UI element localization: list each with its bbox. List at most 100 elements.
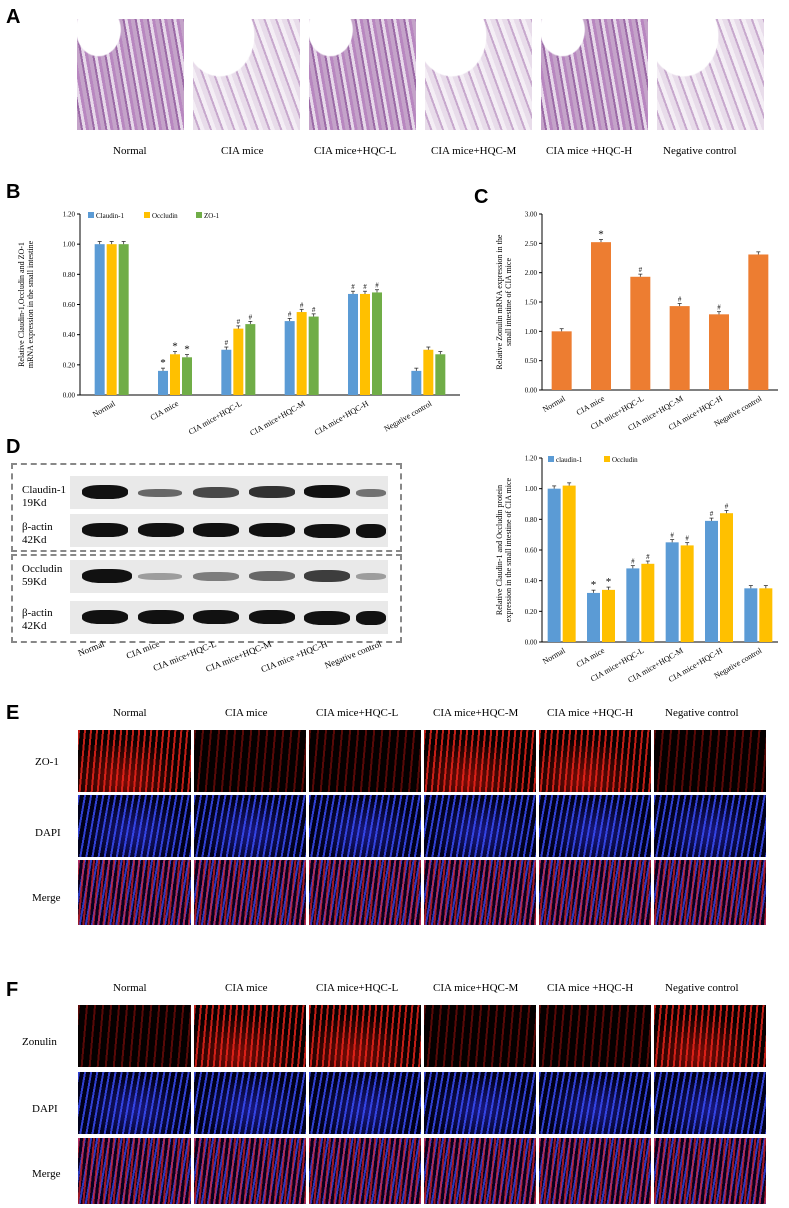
actin1-name: β-actin [22,521,53,533]
f-dapi-hqc-l [309,1072,421,1134]
chart-b-bar [360,293,370,395]
a-label-negative: Negative control [663,145,737,157]
chart-b-xtick-label: CIA mice+HQC-H [313,399,370,435]
chart-c-bar [630,276,651,390]
chart-d-bar [587,592,600,642]
actin2-kd: 42Kd [22,620,47,632]
band-occludin-hqc-l [193,572,239,581]
chart-c-ytick-label: 1.50 [525,299,538,307]
chart-b-bar [221,349,232,395]
band-actin1-hqc-h [304,524,350,538]
chart-c-xtick-label: Normal [541,394,567,414]
chart-b: 0.00 0.20 0.40 0.60 0.80 1.00 1.20 Relative Cla… [17,211,460,435]
chart-b-bar [296,312,307,395]
he-image-hqc-l [309,19,416,130]
chart-d-ytick-label: 1.00 [525,485,538,493]
chart-c-ylabel: Relative Zonulin mRNA expression in the [495,234,504,369]
chart-b-ytick-label: 0.80 [63,271,76,279]
panel-f-letter: F [6,979,19,1001]
a-label-hqc-l: CIA mice+HQC-L [314,145,397,157]
chart-d-ylabel: Relative Claudin-1 and Occludin protein [495,485,504,615]
band-claudin-hqc-h [304,485,350,498]
panel-b-letter: B [6,181,21,203]
chart-b-legend-label: ZO-1 [204,212,220,220]
chart-b-bar [348,293,358,395]
f-dapi-cia [194,1072,306,1134]
chart-c-ytick-label: 3.00 [525,211,538,219]
band-occludin-normal [82,569,132,583]
band-claudin-negative [356,489,386,497]
blot-label-actin2: β-actin 42Kd [22,607,53,633]
panel-c-letter: C [474,186,489,208]
chart-b-ytick-label: 0.20 [63,361,76,369]
f-label-negative: Negative control [665,982,739,994]
f-merge-cia [194,1138,306,1204]
e-dapi-hqc-m [424,795,536,857]
chart-b-significance-mark: * [184,344,190,356]
band-occludin-negative [356,573,386,580]
chart-c-ytick-label: 0.00 [525,387,538,395]
band-actin1-normal [82,523,128,537]
chart-c-significance-mark: # [678,295,682,303]
band-actin2-hqc-l [193,610,239,624]
chart-c-significance-mark: # [639,266,643,274]
chart-d-significance-mark: * [591,579,597,591]
chart-c-bar [551,331,572,390]
chart-d-bar [562,485,576,642]
chart-d-ytick-label: 0.40 [525,577,538,585]
he-image-normal [77,19,184,130]
chart-d-bar [602,589,615,642]
e-row-dapi: DAPI [35,827,61,839]
chart-b-significance-mark: # [312,306,316,314]
chart-d-bar [626,568,640,642]
he-image-hqc-m [425,19,532,130]
chart-c-bar [591,242,611,390]
chart-b-significance-mark: # [300,301,304,309]
panel-a-letter: A [6,6,21,28]
e-dapi-cia [194,795,306,857]
e-zo1-negative [654,730,766,792]
f-row-merge: Merge [32,1168,61,1180]
band-actin2-negative [356,611,386,625]
chart-d-bar [759,588,773,642]
f-label-hqc-m: CIA mice+HQC-M [433,982,519,994]
chart-d-bar [705,520,718,642]
chart-b-bar [372,292,382,395]
chart-d-bar [641,563,655,642]
chart-b-significance-mark: # [237,318,241,326]
chart-b-significance-mark: # [225,339,229,347]
band-actin1-cia [138,523,184,537]
e-label-hqc-h: CIA mice +HQC-H [547,707,634,719]
f-dapi-negative [654,1072,766,1134]
chart-b-bar [245,324,256,395]
chart-b-xtick-label: CIA mice+HQC-L [187,399,243,435]
chart-b-xtick-label: CIA mice [149,399,181,422]
e-zo1-normal [78,730,191,792]
chart-b-bar [284,321,295,395]
f-dapi-normal [78,1072,191,1134]
chart-d-significance-mark: # [725,502,729,510]
chart-b-legend-swatch [196,212,202,218]
e-label-negative: Negative control [665,707,739,719]
chart-d-significance-mark: # [646,553,650,561]
chart-c: 0.00 0.50 1.00 1.50 2.00 2.50 3.00 Relative Zon… [495,211,778,433]
he-image-hqc-h [541,19,648,130]
f-label-normal: Normal [113,982,147,994]
chart-d-xtick-label: Normal [541,646,567,666]
a-label-hqc-m: CIA mice+HQC-M [431,145,517,157]
blot-label-claudin: Claudin-1 19Kd [22,484,66,510]
f-merge-negative [654,1138,766,1204]
chart-b-xtick-label: CIA mice+HQC-M [248,399,306,435]
a-label-normal: Normal [113,145,147,157]
chart-d-ytick-label: 1.20 [525,455,538,463]
chart-c-ytick-label: 2.50 [525,240,538,248]
chart-b-significance-mark: # [363,283,367,291]
e-dapi-negative [654,795,766,857]
e-merge-hqc-h [539,860,651,925]
actin2-name: β-actin [22,607,53,619]
f-label-hqc-h: CIA mice +HQC-H [547,982,634,994]
f-zonulin-cia [194,1005,306,1067]
e-label-normal: Normal [113,707,147,719]
e-label-hqc-l: CIA mice+HQC-L [316,707,399,719]
chart-b-bar [233,328,244,395]
